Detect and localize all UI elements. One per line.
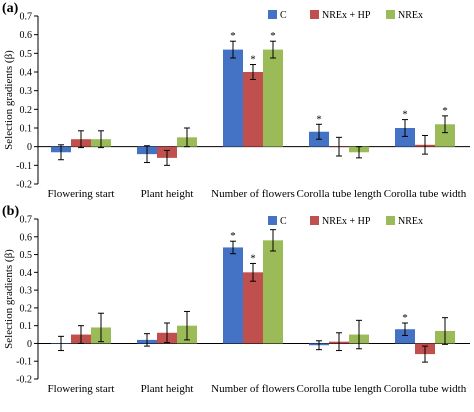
bar-c-4 (395, 329, 415, 344)
significance-star: * (230, 230, 236, 242)
legend-label: NREx + HP (322, 216, 371, 227)
legend-label: NREx (398, 216, 423, 227)
y-tick-label: 0.7 (20, 215, 33, 226)
legend-swatch (268, 216, 277, 225)
bar-nrex-2 (263, 49, 283, 147)
y-tick-label: 0 (27, 142, 32, 153)
x-tick-label: Flowering start (48, 188, 115, 200)
x-tick-label: Corolla tube length (297, 383, 382, 395)
y-tick-label: 0.1 (20, 321, 33, 332)
bar-c-2 (223, 247, 243, 344)
legend-label: C (280, 216, 287, 227)
y-tick-label: 0.2 (20, 303, 33, 314)
y-tick-label: -0.2 (16, 375, 32, 386)
legend-swatch (310, 216, 319, 225)
y-tick-label: 0.5 (20, 49, 33, 60)
bar-nrex-2 (263, 240, 283, 344)
significance-star: * (250, 54, 256, 66)
y-tick-label: 0 (27, 339, 32, 350)
significance-star: * (250, 252, 256, 264)
x-tick-label: Corolla tube width (384, 383, 467, 395)
y-tick-label: 0.5 (20, 250, 33, 261)
legend-label: NREx + HP (322, 10, 371, 21)
y-axis-label: Selection gradients (β) (3, 50, 15, 150)
x-tick-label: Flowering start (48, 383, 115, 395)
legend-swatch (386, 216, 395, 225)
legend: C NREx + HP NREx (268, 216, 423, 227)
panel-label: (b) (2, 204, 19, 219)
y-tick-label: 0.6 (20, 232, 33, 243)
y-tick-label: 0.6 (20, 30, 33, 41)
x-tick-label: Corolla tube length (297, 188, 382, 200)
legend-swatch (268, 10, 277, 19)
bar-nrex-hp-2 (243, 272, 263, 344)
bar-nrex-hp-2 (243, 72, 263, 147)
legend-label: NREx (398, 10, 423, 21)
y-tick-label: 0.4 (20, 68, 33, 79)
y-tick-label: -0.2 (16, 180, 32, 191)
significance-star: * (402, 312, 408, 324)
legend-label: C (280, 10, 287, 21)
bar-c-4 (395, 128, 415, 147)
x-tick-label: Plant height (141, 188, 194, 200)
chart-panel-1: (a) -0.2 -0.1 0 0.1 0.2 0.3 0.4 0.5 0.6 0.7 Selecti… (2, 1, 470, 200)
y-tick-label: 0.3 (20, 286, 33, 297)
legend-swatch (386, 10, 395, 19)
y-tick-label: -0.1 (16, 161, 32, 172)
x-tick-label: Number of flowers (211, 383, 295, 395)
bar-c-2 (223, 49, 243, 147)
legend: C NREx + HP NREx (268, 10, 423, 21)
y-tick-label: 0.3 (20, 86, 33, 97)
significance-star: * (316, 113, 322, 125)
panel-label: (a) (2, 1, 19, 16)
x-tick-label: Corolla tube width (384, 188, 467, 200)
y-tick-label: 0.4 (20, 268, 33, 279)
bar-nrex-4 (435, 124, 455, 147)
y-tick-label: 0.7 (20, 12, 33, 23)
y-tick-label: -0.1 (16, 357, 32, 368)
significance-star: * (270, 30, 276, 42)
x-tick-label: Number of flowers (211, 188, 295, 200)
y-axis-label: Selection gradients (β) (3, 249, 15, 349)
significance-star: * (230, 30, 236, 42)
y-tick-label: 0.1 (20, 124, 33, 135)
y-tick-label: 0.2 (20, 105, 33, 116)
significance-star: * (402, 109, 408, 121)
x-tick-label: Plant height (141, 383, 194, 395)
significance-star: * (442, 105, 448, 117)
legend-swatch (310, 10, 319, 19)
chart-panel-2: (b) -0.2 -0.1 0 0.1 0.2 0.3 0.4 0.5 0.6 0.7 Selecti… (2, 204, 470, 395)
